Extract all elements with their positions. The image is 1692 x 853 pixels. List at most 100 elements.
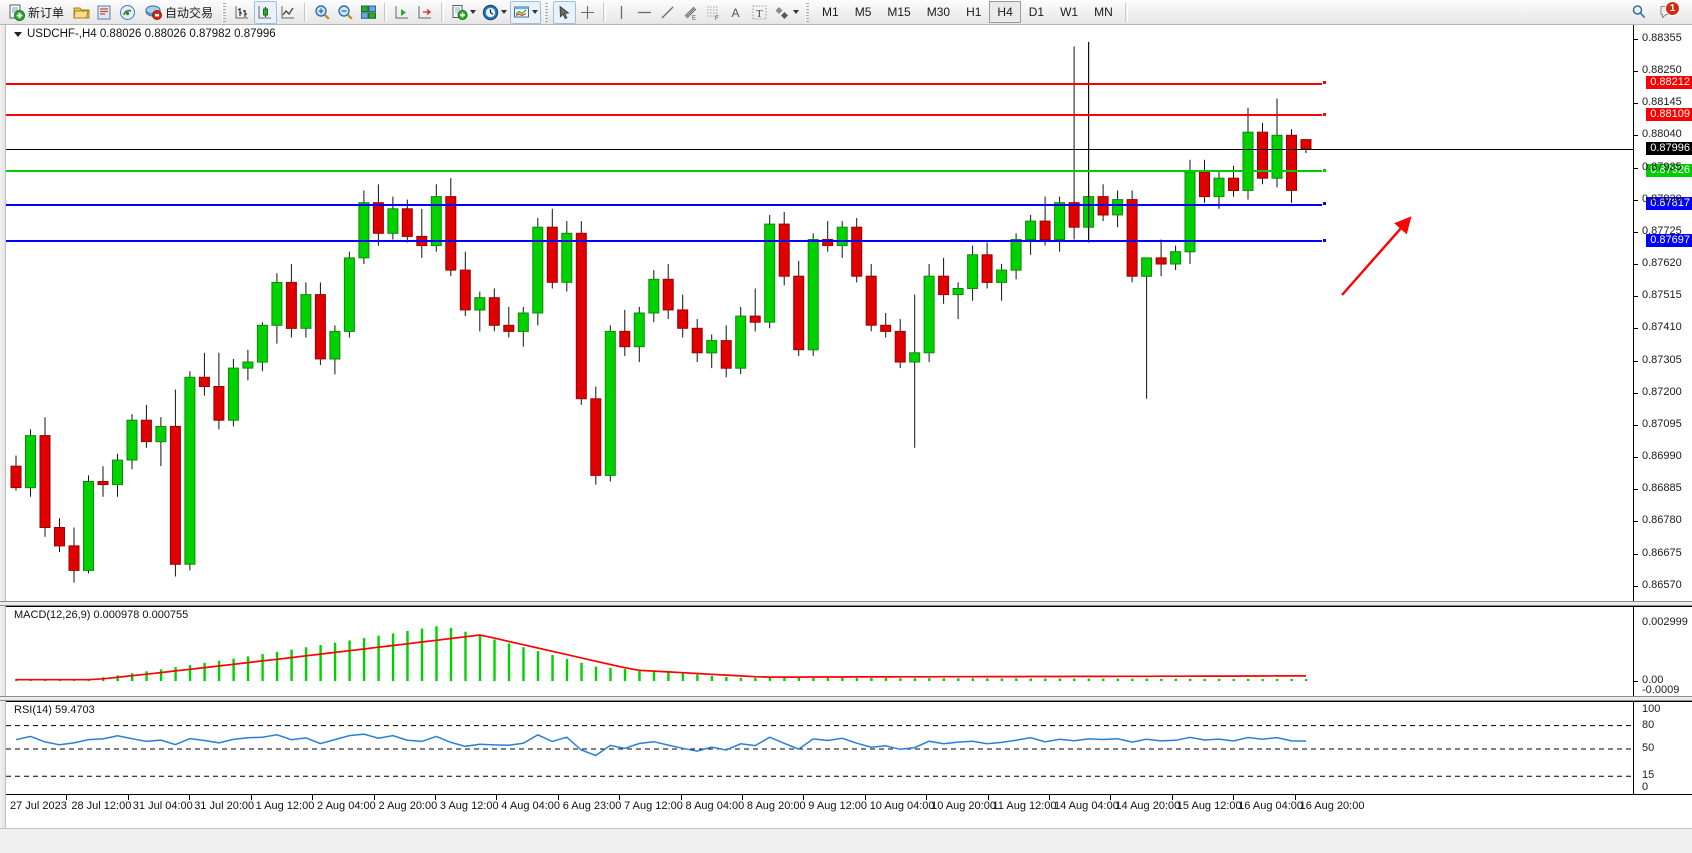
symbol-header: USDCHF-,H4 0.88026 0.88026 0.87982 0.879…	[14, 28, 276, 40]
line-chart-button[interactable]	[277, 1, 300, 24]
time-axis-label: 11 Aug 12:00	[992, 800, 1057, 812]
timeframe-button-m1[interactable]: M1	[814, 1, 847, 23]
time-axis-label: 14 Aug 20:00	[1115, 800, 1181, 812]
time-axis-label: 8 Aug 04:00	[685, 800, 745, 812]
price-tick-label: 0.88145	[1642, 96, 1682, 109]
timeframe-button-m15[interactable]: M15	[879, 1, 918, 23]
price-pane[interactable]: USDCHF-,H4 0.88026 0.88026 0.87982 0.879…	[6, 25, 1692, 601]
fibonacci-tool[interactable]: F	[702, 1, 725, 24]
level-handle[interactable]	[1322, 201, 1327, 207]
metaeditor-button[interactable]	[93, 1, 116, 24]
new-order-label: 新订单	[28, 5, 65, 20]
svg-text:E: E	[692, 15, 696, 21]
notifications-button[interactable]: 1	[1656, 1, 1682, 24]
chevron-down-icon[interactable]	[470, 10, 477, 14]
support-tag-1[interactable]: 0.87817	[1646, 197, 1692, 211]
toolbar-grip-2[interactable]	[544, 2, 551, 22]
new-order-button[interactable]: 新订单	[2, 1, 70, 24]
chevron-down-icon[interactable]	[793, 10, 800, 14]
chevron-down-icon[interactable]	[14, 31, 22, 37]
timeframe-button-d1[interactable]: D1	[1021, 1, 1052, 23]
time-tick-mark	[1049, 795, 1050, 800]
signals-button[interactable]	[116, 1, 139, 24]
shapes-tool[interactable]	[771, 1, 802, 24]
crosshair-tool[interactable]	[576, 1, 599, 24]
timeframe-button-w1[interactable]: W1	[1052, 1, 1086, 23]
pane-separator-1[interactable]	[0, 601, 1692, 606]
vertical-line-tool[interactable]	[610, 1, 633, 24]
timeframe-button-m5[interactable]: M5	[847, 1, 880, 23]
toolbar-grip-1[interactable]	[222, 2, 229, 22]
timeframe-button-h4[interactable]: H4	[989, 1, 1021, 23]
pane-separator-2[interactable]	[0, 696, 1692, 701]
time-tick-mark	[1171, 795, 1173, 800]
arrow-cursor-icon	[559, 5, 570, 19]
chevron-down-icon[interactable]	[501, 10, 508, 14]
time-axis[interactable]: 27 Jul 2023 28 Jul 12:00 31 Jul 04:00 31 Ju…	[6, 794, 1692, 822]
period-clock-button[interactable]	[479, 1, 510, 24]
level-line-support-tag-2[interactable]	[6, 240, 1326, 243]
zoom-in-button[interactable]	[311, 1, 334, 24]
level-line-resistance-tag-2[interactable]	[6, 114, 1326, 117]
horizontal-line-tool[interactable]	[633, 1, 656, 24]
price-tick-mark	[1634, 489, 1638, 491]
candlestick-chart-button[interactable]	[254, 0, 278, 24]
auto-scroll-button[interactable]	[391, 1, 414, 24]
up-arrow-annotation[interactable]	[1336, 215, 1446, 305]
resistance-tag-2[interactable]: 0.88109	[1646, 107, 1692, 121]
support-tag-2[interactable]: 0.87697	[1646, 233, 1692, 247]
time-axis-label: 9 Aug 12:00	[808, 800, 868, 812]
trendline-tool[interactable]	[656, 1, 679, 24]
tile-windows-button[interactable]	[357, 1, 380, 24]
timeframe-group: M1 M5 M15 M30 H1 H4 D1 W1 MN	[814, 1, 1121, 23]
zoom-out-button[interactable]	[334, 1, 357, 24]
bar-chart-button[interactable]	[231, 1, 254, 24]
level-handle[interactable]	[1322, 111, 1327, 117]
level-handle[interactable]	[1322, 80, 1327, 86]
price-tick-mark	[1634, 264, 1638, 265]
search-button[interactable]	[1627, 1, 1650, 24]
price-tick-label: 0.87095	[1642, 417, 1682, 430]
equidistant-channel-tool[interactable]: E	[679, 1, 702, 24]
text-tool[interactable]: A	[725, 1, 748, 24]
bar-chart-icon	[235, 5, 249, 18]
timeframe-button-h1[interactable]: H1	[958, 1, 989, 23]
text-label-tool[interactable]: T	[748, 1, 771, 24]
timeframe-button-m30[interactable]: M30	[919, 1, 958, 23]
cursor-tool[interactable]	[553, 0, 577, 24]
price-tick-label: 0.87830	[1642, 192, 1682, 205]
level-line-support-tag-1[interactable]	[6, 203, 1326, 206]
time-tick-mark	[1110, 795, 1112, 800]
macd-pane[interactable]: MACD(12,26,9) 0.000978 0.000755 0.002999…	[6, 606, 1692, 697]
autotrading-button[interactable]: 自动交易	[139, 1, 219, 24]
resistance-tag-1[interactable]: 0.88212	[1646, 76, 1692, 90]
rsi-label: RSI(14) 59.4703	[14, 704, 95, 716]
toolbar-grip-3[interactable]	[805, 2, 812, 22]
bid-level-tag[interactable]: 0.87926	[1646, 163, 1692, 177]
time-axis-label: 3 Aug 12:00	[439, 800, 499, 812]
timeframe-label: M30	[926, 5, 951, 19]
current-price-tag[interactable]: 0.87996	[1646, 142, 1692, 156]
level-handle[interactable]	[1322, 237, 1327, 243]
level-line-bid-level-tag[interactable]	[6, 170, 1326, 173]
level-handle[interactable]	[1322, 167, 1327, 173]
rsi-tick-label: 0	[1642, 781, 1649, 793]
macd-axis: 0.002999 0.00 -0.0009	[1634, 607, 1692, 696]
timeframe-label: M1	[822, 5, 839, 19]
time-axis-label: 2 Aug 20:00	[378, 800, 438, 812]
timeframe-button-mn[interactable]: MN	[1086, 1, 1121, 23]
fibonacci-icon: F	[707, 6, 719, 21]
level-line-resistance-tag-1[interactable]	[6, 82, 1326, 85]
price-axis[interactable]: 0.88355 0.88250 0.88145 0.88040 0.87935 0.878…	[1634, 25, 1692, 601]
chevron-down-icon[interactable]	[532, 10, 539, 14]
chart-container[interactable]: USDCHF-,H4 0.88026 0.88026 0.87982 0.879…	[0, 25, 1692, 853]
channel-icon: E	[684, 6, 697, 21]
expert-advisors-button[interactable]	[70, 1, 93, 24]
level-line-current-price-tag[interactable]	[6, 148, 1634, 150]
price-tick-label: 0.87725	[1642, 224, 1682, 237]
rsi-pane[interactable]: RSI(14) 59.4703 100 80 50 15 0	[6, 701, 1692, 794]
add-indicator-button[interactable]	[448, 1, 479, 24]
chart-shift-button[interactable]	[414, 1, 437, 24]
templates-button[interactable]	[510, 0, 542, 24]
